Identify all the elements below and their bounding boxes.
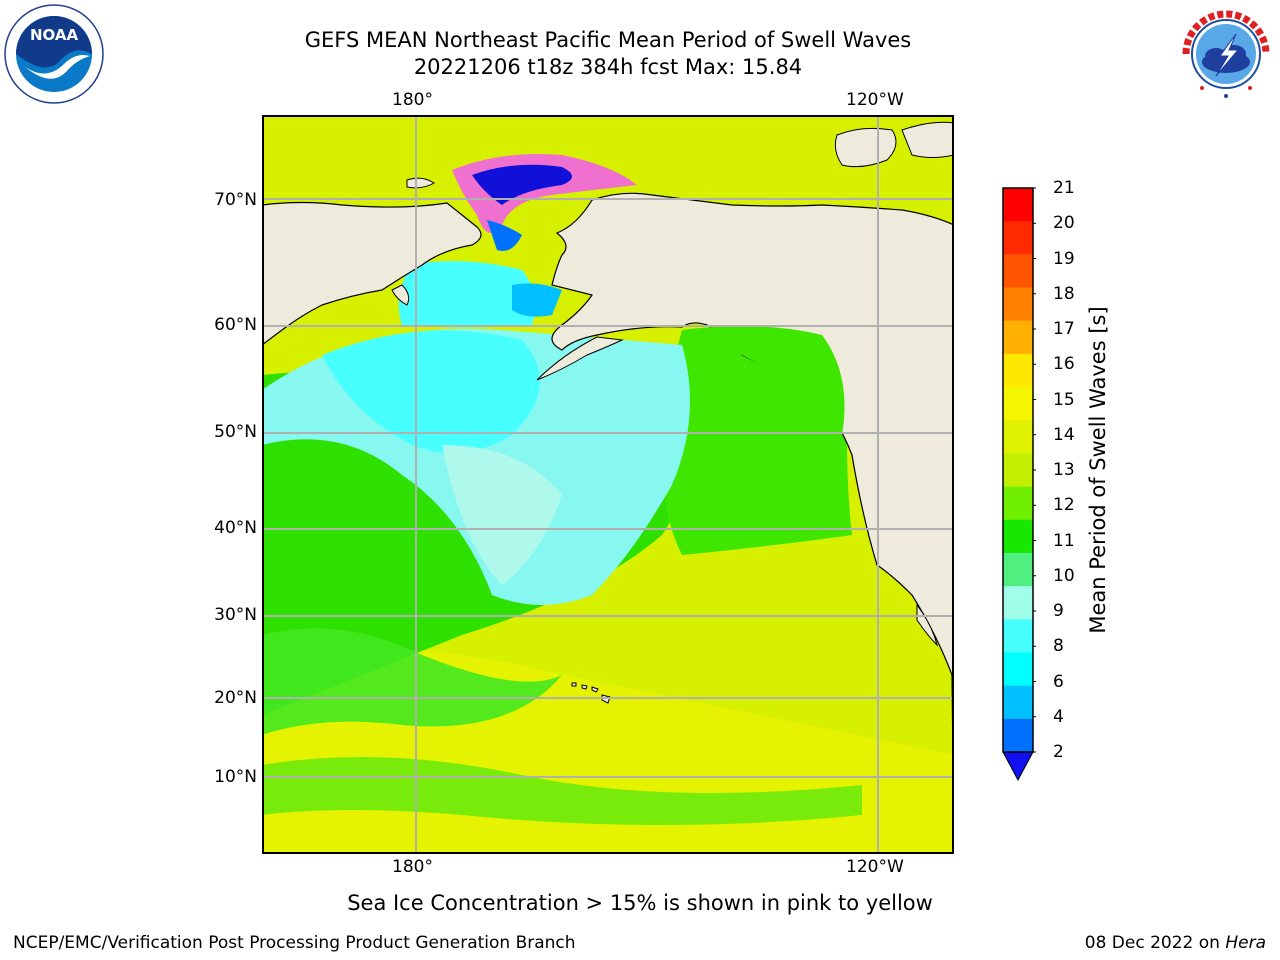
lat-label-20n: 20°N [214, 688, 257, 708]
lat-label-60n: 60°N [214, 315, 257, 335]
colorbar-swatch [1003, 586, 1033, 620]
colorbar-tick-label: 6 [1053, 671, 1064, 692]
colorbar-tick-label: 15 [1053, 389, 1075, 410]
colorbar-swatch [1003, 718, 1033, 753]
colorbar-swatch [1003, 652, 1033, 687]
land-siberia [262, 201, 482, 346]
lon-label-top-180: 180° [392, 90, 433, 110]
colorbar-tick-label: 2 [1053, 742, 1064, 762]
map-title: GEFS MEAN Northeast Pacific Mean Period … [304, 28, 912, 52]
colorbar-tick-label: 9 [1053, 601, 1064, 621]
colorbar-tick-label: 18 [1053, 283, 1075, 304]
colorbar-tick-label: 12 [1053, 495, 1075, 516]
lat-label-10n: 10°N [214, 767, 257, 787]
colorbar-swatch [1003, 519, 1033, 554]
colorbar-swatch [1003, 221, 1033, 255]
colorbar-tick-label: 19 [1053, 248, 1075, 269]
sea-ice-note: Sea Ice Concentration > 15% is shown in … [347, 891, 933, 915]
lon-label-bottom-120w: 120°W [846, 857, 904, 877]
lon-label-bottom-180: 180° [392, 857, 433, 877]
machine-name: Hera [1225, 933, 1266, 953]
map-panel[interactable] [262, 115, 954, 854]
colorbar-tick-label: 21 [1053, 178, 1075, 198]
colorbar-swatch [1003, 552, 1033, 587]
colorbar-label: Mean Period of Swell Waves [s] [1086, 306, 1110, 634]
colorbar-tick-label: 11 [1053, 530, 1075, 551]
lon-label-top-120w: 120°W [846, 90, 904, 110]
noaa-logo: NOAA [4, 4, 104, 104]
colorbar-tick-label: 8 [1053, 636, 1064, 657]
lat-label-50n: 50°N [214, 422, 257, 442]
credit-text: NCEP/EMC/Verification Post Processing Pr… [13, 933, 576, 953]
lat-label-40n: 40°N [214, 518, 257, 538]
colorbar-swatch [1003, 453, 1033, 488]
colorbar-tick-label: 4 [1053, 706, 1064, 727]
colorbar-swatch [1003, 188, 1033, 222]
lat-label-70n: 70°N [214, 190, 257, 210]
noaa-badge-text: NOAA [30, 26, 79, 44]
colorbar-swatch [1003, 685, 1033, 720]
colorbar-tick-label: 20 [1053, 213, 1075, 234]
colorbar-swatch [1003, 320, 1033, 355]
map-subtitle: 20221206 t18z 384h fcst Max: 15.84 [413, 55, 803, 79]
nws-logo [1176, 4, 1276, 104]
colorbar [1000, 186, 1038, 786]
colorbar-swatch [1003, 353, 1033, 388]
graticule [262, 115, 954, 854]
colorbar-swatch [1003, 619, 1033, 653]
colorbar-swatch [1003, 287, 1033, 322]
colorbar-swatch [1003, 254, 1033, 289]
colorbar-extend-arrow [1002, 751, 1034, 782]
colorbar-swatch [1003, 420, 1033, 454]
colorbar-tick-label: 16 [1053, 354, 1075, 375]
colorbar-tick-label: 14 [1053, 424, 1075, 445]
lat-label-30n: 30°N [214, 605, 257, 625]
date-text: 08 Dec 2022 on [1084, 933, 1226, 953]
map-frame [262, 115, 954, 854]
colorbar-tick-label: 17 [1053, 319, 1075, 339]
colorbar-tick-label: 13 [1053, 460, 1075, 480]
colorbar-swatch [1003, 387, 1033, 421]
colorbar-tick-label: 10 [1053, 565, 1075, 586]
colorbar-swatch [1003, 486, 1033, 521]
date-line: 08 Dec 2022 on Hera [1085, 933, 1266, 953]
